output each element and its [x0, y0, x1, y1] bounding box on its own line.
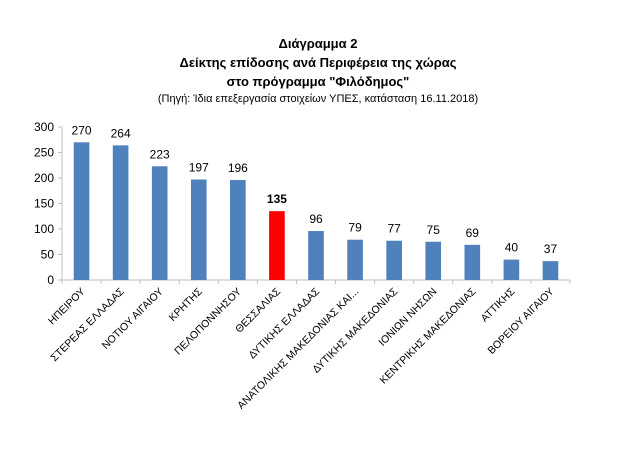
bar [230, 180, 246, 280]
category-label: ΗΠΕΙΡΟΥ [46, 286, 88, 328]
bar [151, 166, 168, 280]
bar [347, 239, 363, 280]
data-label: 40 [505, 241, 519, 255]
bar [464, 244, 481, 280]
data-label: 270 [72, 123, 92, 137]
y-tick-label: 150 [34, 197, 54, 211]
category-label: ΑΤΤΙΚΗΣ [479, 285, 518, 324]
category-label: ΣΤΕΡΕΑΣ ΕΛΛΑΔΑΣ [48, 285, 127, 364]
category-label: ΠΕΛΟΠΟΝΝΗΣΟΥ [172, 286, 244, 358]
data-label: 197 [189, 161, 209, 175]
category-label: ΚΡΗΤΗΣ [167, 285, 206, 324]
y-tick-label: 0 [47, 273, 54, 287]
data-label: 77 [387, 222, 401, 236]
category-label: ΒΟΡΕΙΟΥ ΑΙΓΑΙΟΥ [485, 286, 556, 357]
data-label: 96 [309, 212, 323, 226]
chart-title-line-3: στο πρόγραμμα "Φιλόδημος" [226, 74, 410, 89]
data-label: 264 [111, 126, 131, 140]
chart-title-line-1: Διάγραμμα 2 [278, 36, 358, 51]
bar [190, 179, 207, 280]
chart-titles: Διάγραμμα 2 Δείκτης επίδοσης ανά Περιφέρ… [0, 34, 636, 108]
category-label: ΔΥΤΙΚΗΣ ΕΛΛΑΔΑΣ [246, 285, 322, 361]
bar [386, 240, 402, 280]
y-tick-label: 100 [34, 222, 54, 236]
data-label: 69 [466, 226, 480, 240]
bar [308, 231, 324, 280]
y-tick-label: 200 [34, 171, 54, 185]
chart-source-note: (Πηγή: Ίδια επεξεργασία στοιχείων ΥΠΕΣ, … [157, 93, 479, 105]
data-label: 75 [427, 223, 441, 237]
bar-highlighted [269, 211, 285, 280]
bar [503, 259, 520, 280]
bar [425, 241, 442, 280]
chart-title-line-2: Δείκτης επίδοσης ανά Περιφέρεια της χώρα… [179, 55, 457, 70]
data-label: 37 [544, 242, 558, 256]
data-label: 135 [267, 192, 287, 206]
data-label: 223 [150, 147, 170, 161]
data-label: 79 [348, 221, 362, 235]
data-label: 196 [228, 161, 248, 175]
bar [73, 142, 90, 280]
y-tick-label: 250 [34, 146, 54, 160]
y-tick-label: 50 [41, 248, 55, 262]
bar [112, 145, 129, 280]
bar [542, 261, 559, 280]
y-tick-label: 300 [34, 120, 54, 134]
